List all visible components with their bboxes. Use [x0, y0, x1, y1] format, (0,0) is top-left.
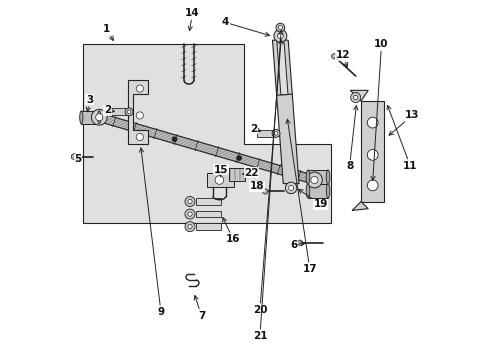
Circle shape [136, 112, 143, 119]
Circle shape [91, 109, 107, 125]
Circle shape [366, 149, 377, 160]
Text: 8: 8 [345, 106, 357, 171]
Circle shape [366, 117, 377, 128]
Text: 13: 13 [388, 111, 419, 135]
Circle shape [171, 136, 177, 142]
Text: 21: 21 [252, 30, 283, 341]
Circle shape [187, 212, 192, 216]
Bar [307, 170, 327, 184]
Ellipse shape [325, 184, 329, 198]
Circle shape [271, 130, 280, 137]
Text: 4: 4 [221, 17, 269, 36]
Circle shape [125, 108, 133, 116]
Bar [196, 211, 221, 217]
Text: 5: 5 [73, 154, 81, 164]
Polygon shape [128, 80, 147, 144]
Circle shape [187, 225, 192, 229]
Bar [81, 111, 99, 124]
Text: 22: 22 [242, 168, 258, 178]
Circle shape [277, 33, 283, 39]
Circle shape [136, 85, 143, 92]
Bar [206, 173, 233, 187]
Text: 1: 1 [102, 24, 113, 40]
Circle shape [350, 93, 360, 103]
Circle shape [184, 222, 195, 231]
Text: 2: 2 [103, 105, 114, 116]
Circle shape [310, 176, 317, 184]
Circle shape [236, 155, 242, 161]
Circle shape [306, 172, 322, 188]
Polygon shape [297, 240, 302, 246]
Circle shape [366, 180, 377, 191]
Circle shape [353, 95, 357, 100]
Polygon shape [71, 153, 77, 160]
Ellipse shape [325, 170, 329, 184]
Text: 20: 20 [252, 40, 282, 315]
Circle shape [273, 30, 286, 42]
Text: 9: 9 [139, 148, 164, 317]
Bar [196, 198, 221, 205]
Polygon shape [331, 53, 336, 59]
Text: 2: 2 [250, 124, 260, 134]
Ellipse shape [98, 111, 101, 124]
Circle shape [278, 26, 282, 30]
Ellipse shape [305, 184, 309, 198]
Bar [110, 108, 126, 116]
Text: 17: 17 [285, 119, 316, 274]
Circle shape [184, 197, 195, 207]
Text: 15: 15 [214, 165, 228, 177]
Polygon shape [351, 202, 367, 211]
Ellipse shape [305, 170, 309, 184]
Polygon shape [349, 90, 367, 101]
Circle shape [96, 114, 102, 121]
Text: 10: 10 [370, 40, 388, 180]
Circle shape [136, 134, 143, 140]
Circle shape [274, 132, 277, 135]
Polygon shape [262, 189, 267, 194]
Circle shape [285, 182, 296, 194]
Ellipse shape [80, 111, 83, 124]
Polygon shape [276, 40, 287, 95]
Bar [196, 224, 221, 230]
Text: 11: 11 [386, 105, 417, 171]
Circle shape [276, 23, 284, 32]
Polygon shape [272, 40, 298, 184]
Text: 19: 19 [298, 189, 327, 210]
Bar [229, 168, 244, 181]
Bar [307, 184, 327, 198]
Polygon shape [360, 101, 384, 202]
Text: 16: 16 [222, 217, 240, 244]
Circle shape [184, 209, 195, 219]
Text: 12: 12 [335, 50, 349, 67]
Circle shape [127, 110, 131, 114]
Circle shape [288, 185, 293, 190]
Text: 18: 18 [249, 181, 264, 192]
Circle shape [187, 199, 192, 204]
Text: 6: 6 [290, 239, 305, 249]
Polygon shape [83, 44, 330, 223]
Text: 7: 7 [194, 296, 205, 320]
Text: 3: 3 [86, 95, 93, 112]
Circle shape [215, 176, 223, 184]
Text: 14: 14 [185, 8, 200, 31]
Bar [257, 130, 273, 137]
